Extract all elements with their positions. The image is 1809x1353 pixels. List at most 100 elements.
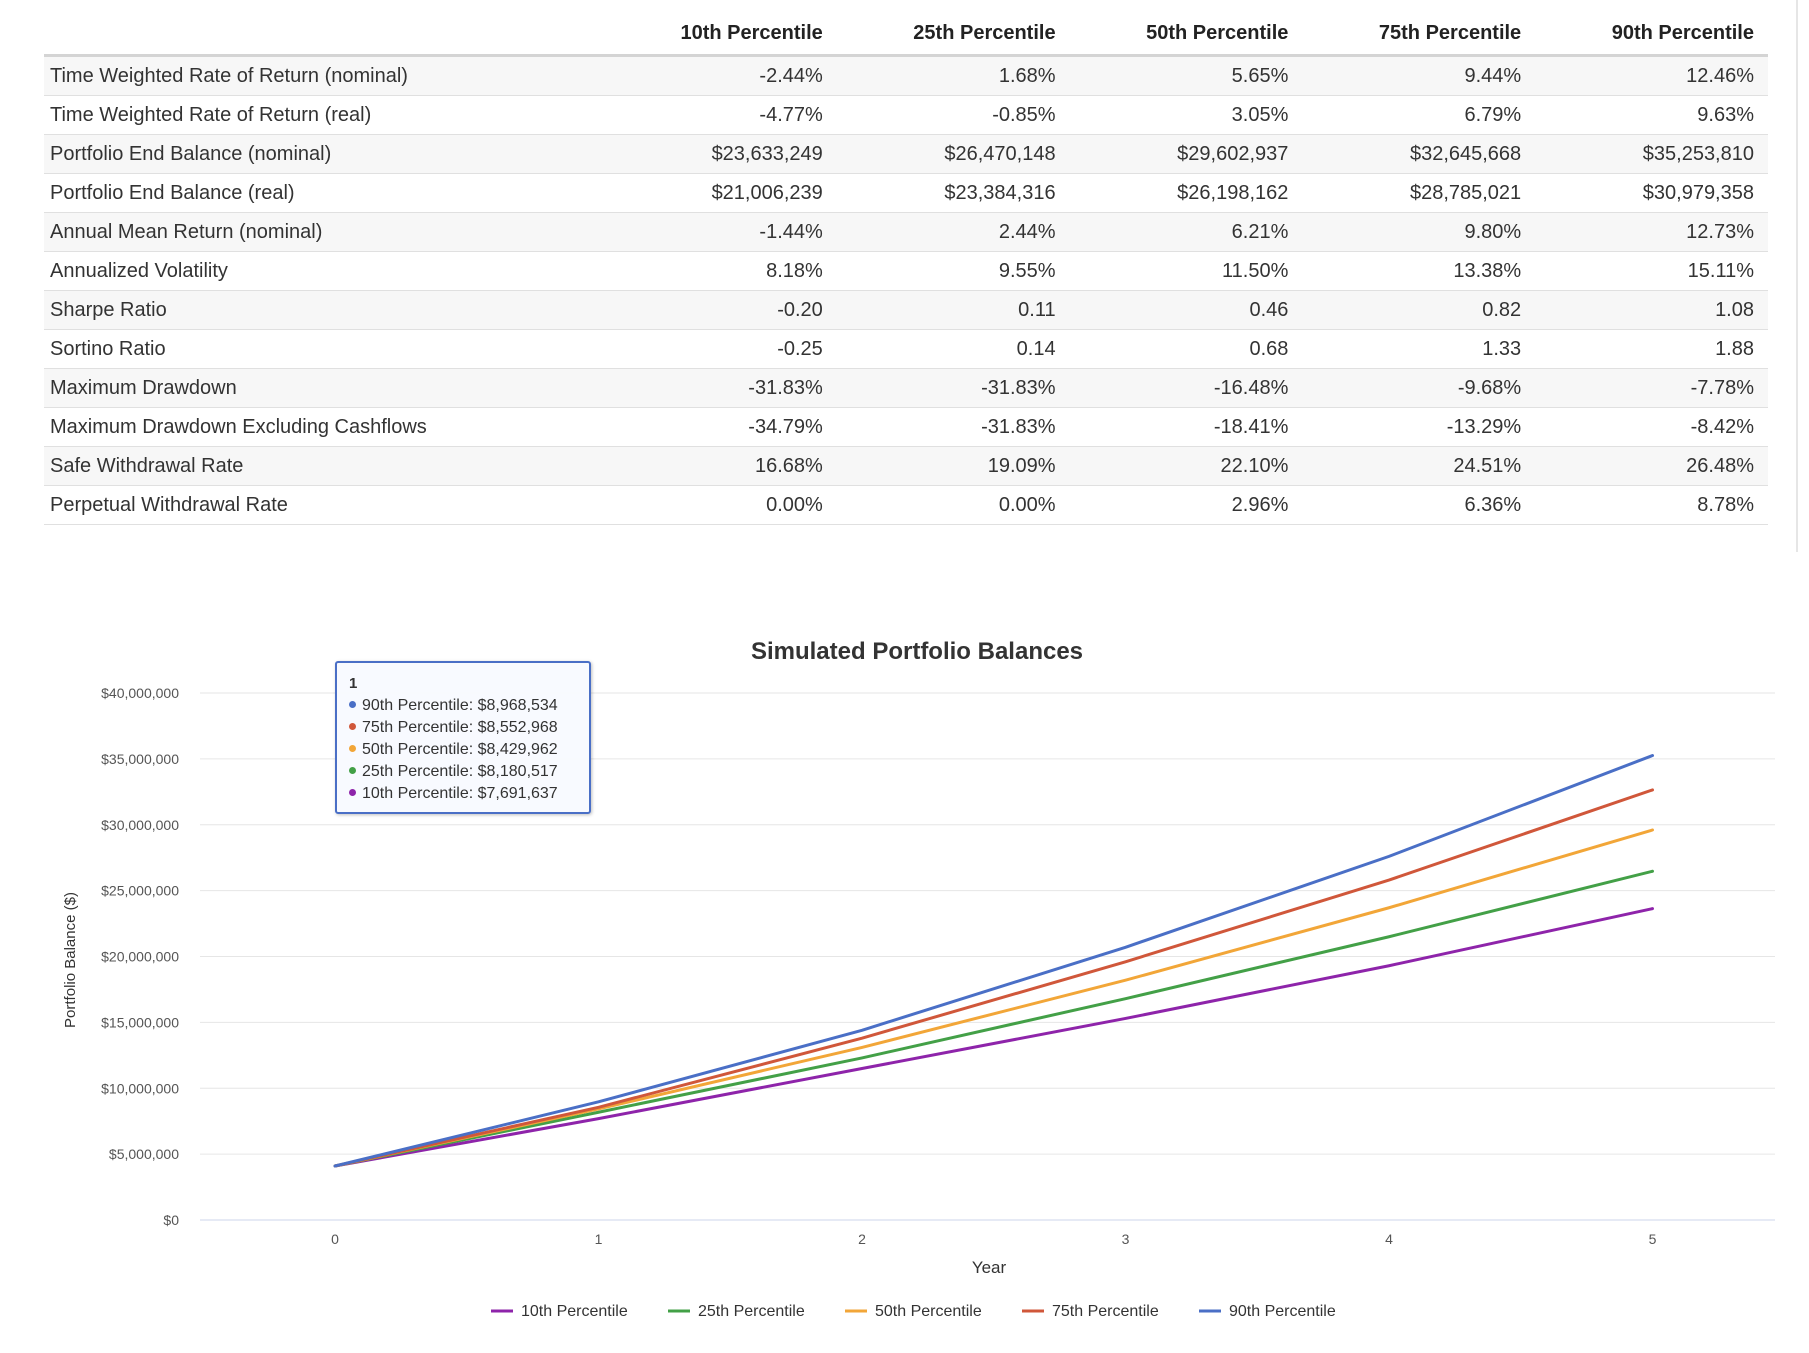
table-cell: $26,198,162	[1069, 173, 1303, 213]
table-body: Time Weighted Rate of Return (nominal) -2…	[44, 55, 1768, 525]
table-cell: 8.18%	[604, 251, 837, 291]
table-cell: 0.11	[836, 290, 1070, 330]
statistics-table-container: 10th Percentile 25th Percentile 50th Perce…	[44, 14, 1768, 525]
table-cell: -31.83%	[836, 407, 1070, 447]
header-cell: 50th Percentile	[1069, 14, 1303, 57]
chart-legend[interactable]: 10th Percentile 25th Percentile 50th Perce…	[491, 1303, 1336, 1320]
table-cell: -8.42%	[1535, 407, 1768, 447]
y-tick-label: $0	[163, 1212, 179, 1228]
table-cell: 11.50%	[1069, 251, 1303, 291]
row-label: Safe Withdrawal Rate	[44, 446, 604, 486]
tooltip-row: 10th Percentile: $7,691,637	[349, 783, 577, 805]
table-cell: 9.80%	[1302, 212, 1536, 252]
y-tick-label: $25,000,000	[101, 883, 179, 899]
tooltip-row: 90th Percentile: $8,968,534	[349, 695, 577, 717]
table-cell: 9.55%	[836, 251, 1070, 291]
legend-label: 25th Percentile	[698, 1303, 805, 1320]
chart-title: Simulated Portfolio Balances	[751, 638, 1083, 665]
y-tick-label: $5,000,000	[109, 1146, 179, 1162]
table-cell: 9.63%	[1535, 95, 1768, 135]
tooltip-row-text: 75th Percentile: $8,552,968	[362, 719, 558, 736]
row-label: Annual Mean Return (nominal)	[44, 212, 604, 252]
table-cell: 13.38%	[1302, 251, 1536, 291]
y-axis-label: Portfolio Balance ($)	[62, 892, 79, 1028]
y-axis-tick-labels: $0 $5,000,000 $10,000,000 $15,000,000 $20,00…	[101, 685, 179, 1228]
table-cell: $23,633,249	[604, 134, 837, 174]
table-cell: $28,785,021	[1302, 173, 1536, 213]
series-line[interactable]	[333, 907, 1654, 1168]
legend-item[interactable]: 90th Percentile	[1199, 1303, 1336, 1320]
y-tick-label: $30,000,000	[101, 817, 179, 833]
table-cell: $23,384,316	[836, 173, 1070, 213]
table-cell: 0.00%	[604, 485, 837, 525]
table-cell: $35,253,810	[1535, 134, 1768, 174]
table-cell: 9.44%	[1302, 55, 1536, 96]
table-cell: 6.79%	[1302, 95, 1536, 135]
table-cell: 19.09%	[836, 446, 1070, 486]
table-cell: 6.21%	[1069, 212, 1303, 252]
row-label: Perpetual Withdrawal Rate	[44, 485, 604, 525]
tooltip-row: 50th Percentile: $8,429,962	[349, 739, 577, 761]
table-cell: 1.33	[1302, 329, 1536, 369]
chart-series[interactable]	[333, 754, 1654, 1168]
x-tick-label: 2	[858, 1231, 866, 1247]
table-cell: 6.36%	[1302, 485, 1536, 525]
chart-container: Simulated Portfolio Balances $0 $5,000,00…	[0, 600, 1809, 1348]
series-line[interactable]	[333, 754, 1654, 1168]
legend-label: 90th Percentile	[1229, 1303, 1336, 1320]
legend-item[interactable]: 10th Percentile	[491, 1303, 628, 1320]
table-cell: 2.44%	[836, 212, 1070, 252]
table-cell: 1.68%	[836, 55, 1070, 96]
table-cell: 1.88	[1535, 329, 1768, 369]
table-cell: $30,979,358	[1535, 173, 1768, 213]
chart-gridlines	[200, 692, 1775, 1221]
tooltip-row: 25th Percentile: $8,180,517	[349, 761, 577, 783]
y-tick-label: $35,000,000	[101, 751, 179, 767]
table-cell: 0.46	[1069, 290, 1303, 330]
table-cell: 12.46%	[1535, 55, 1768, 96]
tooltip-rows: 90th Percentile: $8,968,534 75th Percenti…	[349, 695, 577, 805]
y-tick-label: $10,000,000	[101, 1080, 179, 1096]
table-cell: -0.85%	[836, 95, 1070, 135]
table-header: 10th Percentile 25th Percentile 50th Perce…	[44, 14, 1768, 57]
table-cell: 15.11%	[1535, 251, 1768, 291]
row-label: Time Weighted Rate of Return (nominal)	[44, 55, 604, 96]
legend-label: 10th Percentile	[521, 1303, 628, 1320]
series-line[interactable]	[333, 869, 1654, 1168]
tooltip-row-text: 10th Percentile: $7,691,637	[362, 785, 558, 802]
table-cell: -18.41%	[1069, 407, 1303, 447]
x-tick-label: 1	[595, 1231, 603, 1247]
table-cell: 0.82	[1302, 290, 1536, 330]
table-cell: 24.51%	[1302, 446, 1536, 486]
series-line[interactable]	[333, 828, 1654, 1168]
table-row: Portfolio End Balance (real) $21,006,239 $…	[44, 173, 1768, 213]
table-cell: -31.83%	[836, 368, 1070, 408]
legend-item[interactable]: 75th Percentile	[1022, 1303, 1159, 1320]
table-cell: -0.20	[604, 290, 837, 330]
chart-tooltip: 1 90th Percentile: $8,968,534 75th Percen…	[335, 661, 591, 814]
x-tick-label: 0	[331, 1231, 339, 1247]
scrollbar-track[interactable]	[1796, 0, 1798, 552]
header-cell: 90th Percentile	[1535, 14, 1768, 57]
series-dot-icon	[349, 723, 356, 731]
header-cell: 10th Percentile	[604, 14, 837, 57]
series-dot-icon	[349, 745, 356, 753]
portfolio-balance-chart[interactable]: Simulated Portfolio Balances $0 $5,000,00…	[0, 600, 1809, 1348]
table-header-row: 10th Percentile 25th Percentile 50th Perce…	[44, 14, 1768, 57]
header-cell-blank	[44, 14, 604, 57]
legend-item[interactable]: 25th Percentile	[668, 1303, 805, 1320]
x-tick-label: 4	[1385, 1231, 1393, 1247]
table-cell: 12.73%	[1535, 212, 1768, 252]
row-label: Portfolio End Balance (real)	[44, 173, 604, 213]
legend-item[interactable]: 50th Percentile	[845, 1303, 982, 1320]
tooltip-row-text: 90th Percentile: $8,968,534	[362, 697, 558, 714]
table-cell: $26,470,148	[836, 134, 1070, 174]
statistics-table: 10th Percentile 25th Percentile 50th Perce…	[44, 14, 1768, 525]
table-row: Time Weighted Rate of Return (real) -4.77…	[44, 95, 1768, 135]
series-line[interactable]	[333, 788, 1654, 1168]
table-cell: $32,645,668	[1302, 134, 1536, 174]
table-row: Time Weighted Rate of Return (nominal) -2…	[44, 55, 1768, 96]
table-cell: -13.29%	[1302, 407, 1536, 447]
table-cell: -4.77%	[604, 95, 837, 135]
series-dot-icon	[349, 767, 356, 775]
